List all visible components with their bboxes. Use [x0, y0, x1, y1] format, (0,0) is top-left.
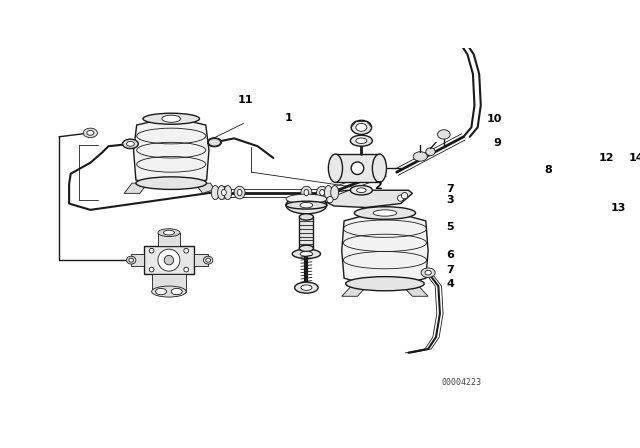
Ellipse shape [356, 124, 367, 131]
Circle shape [158, 249, 180, 271]
Ellipse shape [301, 186, 312, 199]
Ellipse shape [143, 113, 200, 124]
Polygon shape [195, 183, 214, 194]
Ellipse shape [218, 185, 225, 200]
Ellipse shape [324, 185, 332, 200]
Ellipse shape [224, 185, 232, 200]
Ellipse shape [208, 138, 221, 146]
Text: 9: 9 [493, 138, 501, 148]
Ellipse shape [425, 270, 431, 275]
Ellipse shape [350, 185, 372, 195]
Text: 14: 14 [628, 153, 640, 163]
Ellipse shape [286, 194, 327, 203]
Polygon shape [124, 183, 148, 194]
Text: 13: 13 [611, 202, 627, 212]
Ellipse shape [300, 245, 314, 251]
Text: 11: 11 [237, 95, 253, 105]
Text: 1: 1 [284, 113, 292, 123]
Text: 12: 12 [598, 153, 614, 163]
Ellipse shape [350, 135, 372, 146]
Text: 8: 8 [545, 165, 552, 175]
Ellipse shape [304, 190, 308, 196]
Text: 6: 6 [446, 250, 454, 260]
Ellipse shape [156, 289, 166, 295]
Ellipse shape [317, 186, 328, 199]
Ellipse shape [218, 186, 229, 199]
Ellipse shape [172, 289, 182, 295]
Ellipse shape [438, 130, 450, 139]
Ellipse shape [152, 286, 186, 297]
Circle shape [327, 197, 333, 203]
Ellipse shape [158, 229, 180, 237]
Ellipse shape [373, 210, 397, 216]
Text: 3: 3 [446, 194, 454, 205]
Circle shape [351, 162, 364, 175]
Ellipse shape [237, 190, 242, 196]
Circle shape [401, 193, 408, 199]
Polygon shape [342, 284, 369, 296]
Ellipse shape [211, 185, 219, 200]
Polygon shape [401, 284, 428, 296]
Ellipse shape [300, 251, 313, 256]
Ellipse shape [206, 258, 211, 262]
Ellipse shape [286, 201, 327, 209]
Ellipse shape [413, 152, 428, 161]
Text: 5: 5 [446, 222, 454, 232]
Polygon shape [194, 254, 208, 267]
Text: 2: 2 [374, 181, 381, 191]
Polygon shape [318, 190, 412, 207]
Circle shape [397, 195, 404, 201]
Bar [300, 217, 314, 248]
Polygon shape [158, 233, 180, 246]
Circle shape [164, 255, 173, 265]
Ellipse shape [207, 138, 221, 147]
Circle shape [184, 248, 189, 253]
Ellipse shape [286, 197, 327, 214]
Ellipse shape [163, 230, 175, 235]
Ellipse shape [351, 121, 372, 134]
Circle shape [149, 267, 154, 272]
Ellipse shape [426, 148, 435, 155]
Text: 7: 7 [446, 265, 454, 276]
Text: 4: 4 [446, 279, 454, 289]
Ellipse shape [129, 258, 134, 262]
Ellipse shape [346, 276, 424, 291]
Ellipse shape [331, 185, 339, 200]
Ellipse shape [234, 186, 245, 199]
Ellipse shape [421, 268, 435, 277]
Ellipse shape [83, 128, 97, 138]
Ellipse shape [300, 202, 313, 208]
Ellipse shape [136, 177, 207, 190]
Polygon shape [335, 154, 380, 182]
Ellipse shape [122, 139, 138, 149]
Polygon shape [134, 117, 209, 188]
Ellipse shape [356, 138, 367, 143]
Ellipse shape [127, 142, 134, 146]
Ellipse shape [300, 214, 314, 220]
Ellipse shape [127, 256, 136, 264]
Ellipse shape [292, 249, 321, 258]
Ellipse shape [221, 190, 227, 196]
Ellipse shape [162, 115, 180, 122]
Ellipse shape [356, 188, 366, 193]
Ellipse shape [320, 190, 324, 196]
Polygon shape [144, 246, 194, 274]
Text: 10: 10 [487, 114, 502, 124]
Ellipse shape [372, 154, 387, 182]
Text: 7: 7 [446, 185, 454, 194]
Circle shape [149, 248, 154, 253]
Ellipse shape [294, 282, 318, 293]
Text: 00004223: 00004223 [442, 378, 482, 387]
Polygon shape [131, 254, 144, 267]
Ellipse shape [328, 154, 342, 182]
Polygon shape [342, 210, 428, 290]
Circle shape [184, 267, 189, 272]
Ellipse shape [355, 207, 415, 219]
Ellipse shape [87, 130, 94, 135]
Ellipse shape [301, 285, 312, 290]
Polygon shape [152, 274, 186, 292]
Ellipse shape [204, 256, 213, 264]
